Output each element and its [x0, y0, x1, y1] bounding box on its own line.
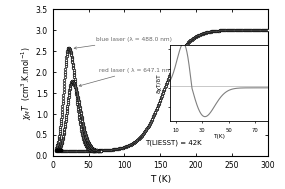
- Text: T(LIESST) = 42K: T(LIESST) = 42K: [145, 139, 201, 146]
- Y-axis label: δχT/δT: δχT/δT: [156, 73, 161, 93]
- X-axis label: T (K): T (K): [150, 175, 171, 184]
- Text: blue laser (λ = 488.0 nm): blue laser (λ = 488.0 nm): [74, 37, 172, 49]
- X-axis label: T(K): T(K): [213, 134, 225, 139]
- Y-axis label: $\chi_M T$  (cm$^3$.K.mol$^{-1}$): $\chi_M T$ (cm$^3$.K.mol$^{-1}$): [20, 46, 34, 119]
- Text: red laser ( λ = 647.1 nm): red laser ( λ = 647.1 nm): [79, 68, 174, 86]
